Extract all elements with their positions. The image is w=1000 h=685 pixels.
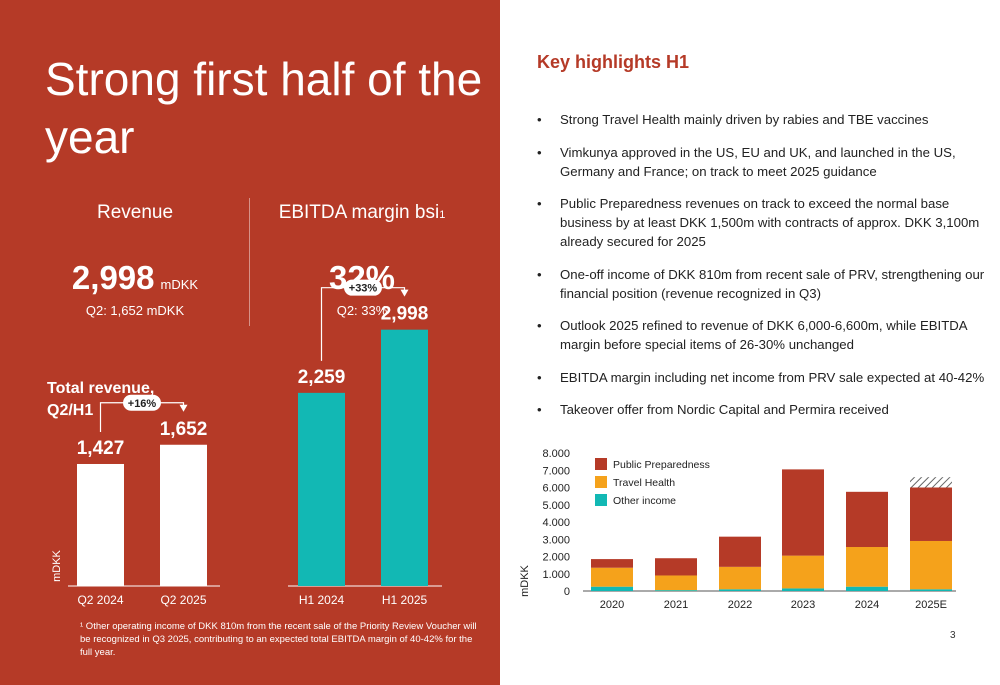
x-tick-label: 2023 — [791, 599, 815, 611]
data-label: 1,427 — [77, 438, 125, 459]
x-tick-label: 2022 — [728, 599, 752, 611]
growth-label: +33% — [349, 283, 378, 295]
highlight-item: Strong Travel Health mainly driven by ra… — [535, 110, 985, 129]
bar-segment — [655, 558, 697, 576]
bar — [160, 444, 207, 586]
x-tick-label: 2021 — [664, 599, 688, 611]
bar-segment — [655, 575, 697, 591]
growth-badge — [123, 394, 161, 411]
page-number: 3 — [950, 630, 956, 641]
data-label: 1,652 — [160, 419, 208, 440]
bar-segment — [910, 487, 952, 541]
legend-label: Travel Health — [613, 477, 675, 489]
growth-label: +16% — [128, 398, 157, 410]
x-tick-label: H1 2025 — [382, 593, 428, 607]
x-tick-label: Q2 2024 — [77, 593, 123, 607]
bar-segment — [846, 586, 888, 591]
bar-segment — [782, 588, 824, 591]
bar-segment — [591, 586, 633, 591]
revenue-history-chart: 0 1.000 2.000 3.000 4.000 5.000 6.000 7.000 8.00… — [519, 448, 956, 611]
bar-segment — [719, 566, 761, 590]
bar-segment — [719, 536, 761, 567]
kpi-ebitda-label: EBITDA margin bsi1 — [262, 200, 462, 226]
highlight-item: Vimkunya approved in the US, EU and UK, … — [535, 143, 985, 181]
bar-segment — [782, 555, 824, 589]
page-title: Strong first half of the year — [45, 53, 483, 163]
footnote: ¹ Other operating income of DKK 810m fro… — [80, 621, 477, 658]
legend-swatch — [595, 476, 607, 488]
kpi-divider — [249, 198, 250, 326]
kpi-revenue-value: 2,998 mDKK — [35, 260, 235, 303]
kpi-revenue-unit: mDKK — [160, 277, 199, 292]
y-tick-label: 5.000 — [542, 500, 570, 512]
data-label: 2,259 — [298, 367, 346, 388]
y-tick-label: 8.000 — [542, 448, 570, 460]
total-revenue-label-line1: Total revenue, — [47, 380, 155, 397]
kpi-revenue: Revenue 2,998 mDKK Q2: 1,652 mDKK — [35, 200, 235, 318]
x-tick-label: H1 2024 — [299, 593, 345, 607]
y-tick-label: 7.000 — [542, 465, 570, 477]
y-tick-label: 2.000 — [542, 552, 570, 564]
kpi-ebitda-footnote-mark: 1 — [439, 209, 446, 221]
total-revenue-label: Total revenue, Q2/H1 — [47, 378, 154, 422]
kpi-revenue-label: Revenue — [96, 202, 174, 223]
bar-segment — [591, 567, 633, 587]
bar-segment — [655, 590, 697, 591]
x-tick-label: 2020 — [600, 599, 624, 611]
bar-segment — [846, 491, 888, 548]
y-axis-label: mDKK — [519, 564, 531, 596]
y-tick-label: 6.000 — [542, 483, 570, 495]
y-tick-label: 4.000 — [542, 517, 570, 529]
key-highlights-list: Strong Travel Health mainly driven by ra… — [535, 110, 985, 433]
highlight-item: Takeover offer from Nordic Capital and P… — [535, 400, 985, 419]
bar-segment — [782, 469, 824, 556]
x-tick-label: 2025E — [915, 599, 947, 611]
growth-arrow-icon — [400, 289, 409, 297]
kpi-ebitda-label-text: EBITDA margin bsi — [278, 202, 440, 223]
kpi-ebitda-sub: Q2: 33% — [336, 303, 388, 318]
total-revenue-label-line2: Q2/H1 — [47, 402, 94, 419]
highlight-item: EBITDA margin including net income from … — [535, 368, 985, 387]
y-axis-label: mDKK — [51, 549, 63, 581]
key-highlights-title: Key highlights H1 — [537, 52, 690, 72]
x-tick-label: 2024 — [855, 599, 879, 611]
left-panel: Strong first half of the year Revenue 2,… — [0, 0, 500, 685]
bar — [77, 463, 124, 586]
y-tick-label: 3.000 — [542, 534, 570, 546]
bar-segment — [591, 559, 633, 568]
bar-segment — [846, 547, 888, 587]
kpi-revenue-sub: Q2: 1,652 mDKK — [85, 303, 185, 318]
legend-swatch — [595, 458, 607, 470]
legend-label: Other income — [613, 495, 676, 507]
highlight-item: Outlook 2025 refined to revenue of DKK 6… — [535, 316, 985, 354]
right-panel: Key highlights H1 Strong Travel Health m… — [500, 0, 1000, 685]
bar-segment — [910, 540, 952, 590]
growth-arrow-icon — [179, 404, 188, 412]
total-revenue-chart: mDKK 1,427 Q2 2024 1,652 Q2 2025 +16% 2,259 H1 … — [51, 279, 442, 607]
legend-swatch — [595, 494, 607, 506]
bar-segment — [910, 589, 952, 591]
bar — [381, 329, 428, 586]
x-tick-label: Q2 2025 — [160, 593, 206, 607]
hatched-bar-segment — [910, 477, 952, 488]
highlight-item: One-off income of DKK 810m from recent s… — [535, 265, 985, 303]
bar — [298, 392, 345, 586]
bar-segment — [719, 589, 761, 591]
y-tick-label: 1.000 — [542, 569, 570, 581]
legend-label: Public Preparedness — [613, 459, 710, 471]
highlight-item: Public Preparedness revenues on track to… — [535, 194, 985, 251]
kpi-revenue-number: 2,998 — [71, 259, 155, 296]
data-label: 2,998 — [381, 304, 429, 325]
y-tick-label: 0 — [564, 586, 570, 598]
growth-badge — [344, 279, 382, 296]
